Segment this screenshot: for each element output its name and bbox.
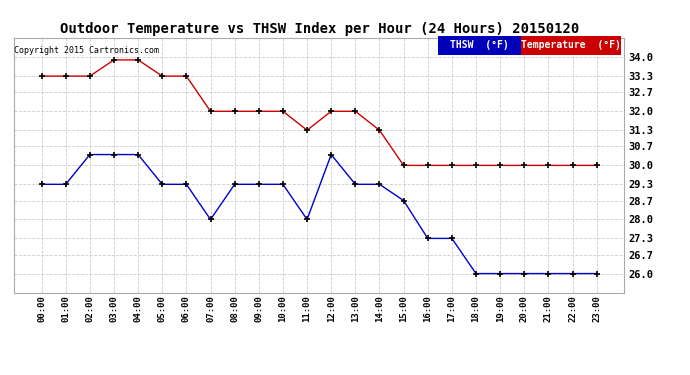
Text: THSW  (°F): THSW (°F): [450, 40, 509, 50]
Text: Temperature  (°F): Temperature (°F): [521, 40, 621, 50]
FancyBboxPatch shape: [521, 36, 622, 55]
Title: Outdoor Temperature vs THSW Index per Hour (24 Hours) 20150120: Outdoor Temperature vs THSW Index per Ho…: [59, 22, 579, 36]
Text: Copyright 2015 Cartronics.com: Copyright 2015 Cartronics.com: [14, 46, 159, 55]
FancyBboxPatch shape: [438, 36, 521, 55]
